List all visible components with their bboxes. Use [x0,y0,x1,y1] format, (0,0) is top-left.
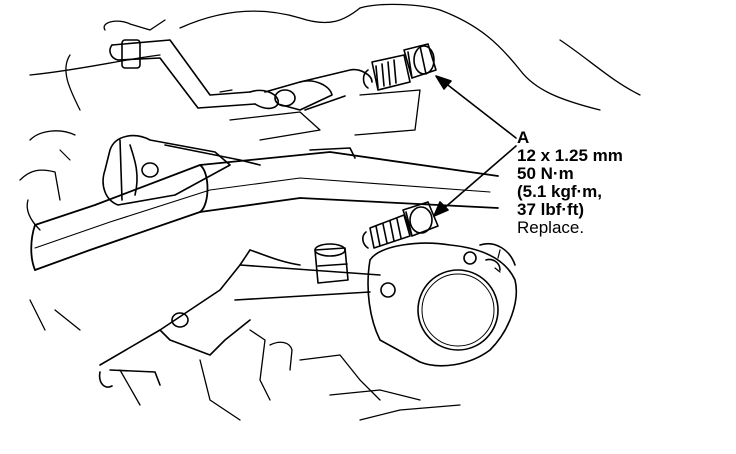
upper-bracket [229,89,421,141]
torque-lbfft-label: 37 lbf·ft) [517,200,585,219]
torque-nm-label: 50 N·m [517,164,574,183]
frame-crossmember [30,151,499,271]
torque-kgfm-label: (5.1 kgf·m, [517,182,603,201]
replace-note: Replace. [517,218,585,237]
coolant-pipe [109,39,373,111]
bolt-specification-callout: A 12 x 1.25 mm 50 N·m (5.1 kgf·m, 37 lbf… [517,129,623,237]
callout-letter: A [517,128,530,147]
lower-bolt [362,201,439,249]
leader-arrowheads [433,75,452,217]
upper-bolt [362,43,437,91]
transmission-housing [367,242,517,367]
lower-engine-outline [29,299,461,421]
callout-leader-lines [441,81,517,211]
engine-background-outline [19,3,641,231]
mount-bracket [102,134,356,206]
lower-bracket-plate [98,249,381,388]
detail-marks [59,89,501,273]
mount-stud [314,243,349,284]
bolt-size-label: 12 x 1.25 mm [517,146,623,165]
